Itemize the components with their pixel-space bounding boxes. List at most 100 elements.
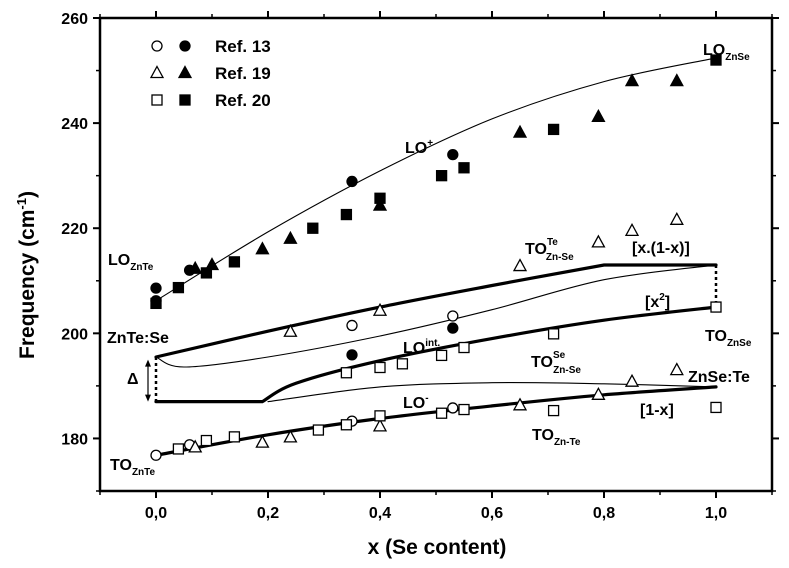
data-point	[346, 349, 358, 361]
data-point	[172, 281, 185, 294]
legend-marker-filled	[177, 65, 193, 79]
legend-label: Ref. 19	[215, 64, 271, 83]
annotation-label: [x.(1-x)]	[632, 240, 690, 257]
curve-line	[154, 385, 718, 457]
data-point	[710, 301, 722, 313]
data-point	[591, 234, 606, 248]
legend-marker-filled	[179, 40, 191, 52]
curve-line	[155, 264, 717, 368]
data-point	[150, 297, 162, 310]
data-point	[200, 434, 213, 447]
delta-arrow-head-down	[145, 394, 151, 402]
data-point	[340, 419, 353, 431]
data-point	[458, 162, 470, 174]
data-point	[447, 148, 459, 161]
data-point	[547, 123, 560, 136]
data-point	[624, 222, 640, 236]
data-point	[458, 341, 470, 354]
data-point	[624, 73, 640, 87]
data-point	[669, 211, 684, 225]
annotation-label: TOZnSe	[705, 328, 752, 349]
data-point	[255, 434, 270, 448]
data-point	[447, 402, 459, 414]
data-point	[283, 230, 298, 244]
data-point	[435, 349, 448, 362]
data-point	[188, 439, 203, 453]
data-point	[710, 401, 722, 414]
annotation-label: ZnSe:Te	[688, 369, 750, 386]
annotation-label: Δ	[127, 371, 139, 388]
data-point	[396, 358, 409, 370]
data-point	[374, 192, 386, 204]
annotation-label: LO+	[405, 138, 433, 157]
data-point	[512, 258, 528, 272]
y-tick-label: 180	[61, 431, 88, 448]
data-point	[188, 260, 203, 274]
annotation-label: [x2]	[645, 292, 670, 311]
annotation-label: TOSe Zn-Se	[531, 350, 581, 376]
annotation-label: LOint.	[403, 338, 440, 357]
legend: Ref. 13 Ref. 19 Ref. 20	[149, 37, 271, 110]
y-tick-label: 220	[61, 221, 88, 238]
data-point	[374, 410, 386, 422]
data-point	[447, 322, 459, 334]
legend-label: Ref. 13	[215, 37, 271, 56]
data-point	[374, 361, 386, 374]
data-point	[228, 256, 241, 268]
curve-line	[155, 57, 717, 302]
data-point	[669, 362, 684, 376]
legend-marker-filled	[179, 94, 191, 106]
annotation-label: LOZnSe	[703, 42, 750, 63]
data-point	[512, 124, 528, 138]
data-point	[372, 418, 388, 432]
annotation-label: ZnTe:Se	[107, 330, 169, 347]
annotation-label: TOZnTe	[110, 457, 156, 478]
data-point	[435, 170, 448, 182]
data-point	[372, 302, 388, 316]
annotation-label: [1-x]	[640, 402, 674, 419]
data-point	[255, 241, 270, 255]
data-point	[340, 367, 353, 379]
annotations: LOZnSe LO+ LOZnTe TOTe Zn-Se [x.(1-x)] [x2] TOZ…	[107, 42, 752, 478]
y-axis-title: Frequency (cm-1)	[14, 191, 39, 359]
data-point	[172, 443, 185, 455]
data-point	[307, 222, 319, 234]
y-tick-label: 240	[61, 116, 88, 133]
data-point	[435, 407, 448, 419]
legend-marker-open	[151, 94, 163, 106]
x-tick-label: 0,2	[257, 505, 279, 522]
data-point	[710, 54, 722, 66]
x-tick-label: 0,0	[145, 505, 167, 522]
x-tick-label: 0,8	[593, 505, 615, 522]
data-point	[372, 197, 388, 211]
x-axis-title: x (Se content)	[368, 536, 507, 559]
x-tick-label: 1,0	[705, 505, 727, 522]
data-points	[150, 54, 722, 461]
axis-ticks: 0,0 0,2 0,4 0,6 0,8 1,0 180 200 220 240 260	[61, 11, 779, 522]
data-point	[458, 403, 470, 416]
data-point	[228, 431, 241, 443]
data-point	[346, 319, 358, 332]
x-tick-label: 0,4	[369, 505, 391, 522]
x-tick-label: 0,6	[481, 505, 503, 522]
data-point	[624, 373, 640, 387]
data-point	[591, 386, 606, 400]
data-point	[346, 175, 358, 188]
data-point	[150, 449, 162, 461]
data-point	[340, 208, 353, 221]
data-point	[312, 424, 325, 436]
curve-line	[267, 382, 717, 403]
legend-label: Ref. 20	[215, 91, 271, 110]
legend-marker-open	[151, 40, 163, 52]
data-point	[150, 282, 162, 294]
data-point	[669, 73, 684, 87]
data-point	[591, 108, 606, 122]
data-point	[547, 328, 560, 340]
data-point	[283, 429, 298, 443]
guide-lines	[145, 265, 718, 402]
curve-line	[154, 305, 718, 404]
annotation-label: LOZnTe	[108, 252, 154, 273]
data-point	[447, 310, 459, 322]
y-tick-label: 260	[61, 11, 88, 28]
annotation-label: TOZn-Te	[532, 427, 581, 448]
